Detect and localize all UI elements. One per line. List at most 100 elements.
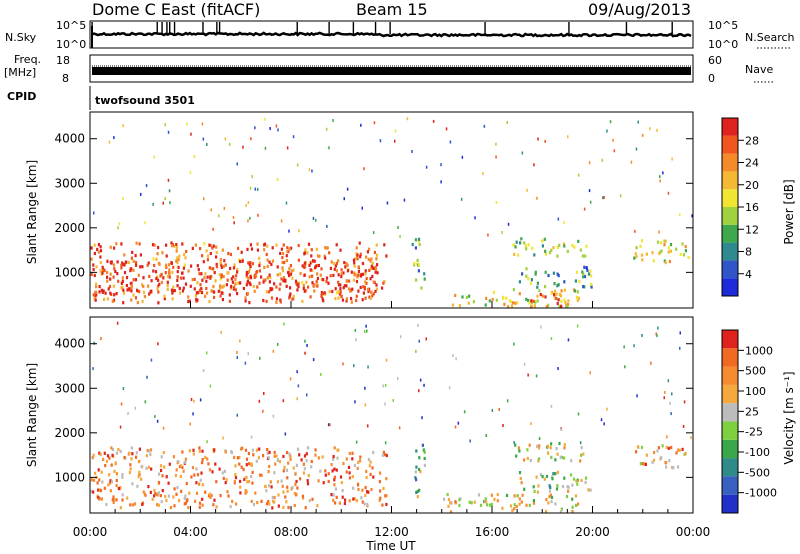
data-cell: [149, 448, 153, 452]
data-cell: [201, 461, 204, 465]
data-cell: [141, 299, 144, 304]
data-cell: [543, 237, 546, 241]
y-tick-label: 2000: [54, 221, 85, 235]
data-cell: [269, 480, 272, 484]
data-cell: [134, 296, 138, 300]
sparse-echo: [190, 398, 193, 401]
data-cell: [556, 301, 559, 306]
data-cell: [467, 301, 470, 305]
data-cell: [567, 299, 570, 303]
data-cell: [312, 259, 315, 263]
data-cell: [663, 243, 666, 247]
sparse-echo: [366, 329, 368, 333]
data-cell: [556, 470, 560, 474]
data-cell: [302, 496, 305, 500]
data-cell: [320, 291, 323, 295]
data-cell: [492, 290, 495, 294]
data-cell: [555, 292, 558, 296]
data-cell: [555, 487, 559, 491]
velocity-panel-frame: [89, 316, 694, 514]
sparse-echo: [364, 330, 366, 334]
data-cell: [536, 281, 539, 285]
data-cell: [255, 274, 258, 278]
data-cell: [109, 277, 112, 281]
colorbar-tick-label: 20: [745, 179, 759, 192]
data-cell: [105, 502, 108, 507]
data-cell: [418, 242, 421, 247]
data-cell: [515, 504, 518, 509]
data-cell: [184, 501, 187, 505]
data-cell: [132, 268, 135, 272]
data-cell: [151, 243, 155, 247]
data-cell: [544, 295, 547, 299]
sparse-echo: [423, 383, 425, 387]
data-cell: [245, 463, 248, 467]
data-cell: [134, 278, 138, 282]
data-cell: [184, 256, 187, 260]
data-cell: [633, 256, 636, 260]
sparse-echo: [425, 165, 428, 169]
data-cell: [169, 506, 173, 510]
data-cell: [372, 280, 375, 284]
sparse-echo: [657, 326, 659, 330]
data-cell: [337, 259, 340, 263]
data-cell: [531, 246, 534, 250]
data-cell: [235, 274, 238, 278]
data-cell: [212, 267, 215, 271]
data-cell: [636, 445, 640, 449]
data-cell: [341, 489, 344, 493]
data-cell: [183, 496, 186, 501]
data-cell: [544, 270, 547, 274]
data-cell: [250, 499, 253, 503]
data-cell: [519, 476, 522, 481]
data-cell: [349, 289, 352, 293]
colorbar-swatch: [722, 171, 738, 190]
data-cell: [417, 269, 420, 273]
data-cell: [236, 281, 239, 285]
data-cell: [208, 468, 211, 472]
sparse-echo: [386, 201, 389, 205]
data-cell: [102, 268, 105, 272]
data-cell: [160, 468, 163, 473]
sparse-echo: [392, 398, 394, 402]
data-cell: [321, 297, 324, 301]
data-cell: [679, 252, 682, 256]
data-cell: [332, 498, 335, 502]
data-cell: [210, 289, 213, 293]
data-cell: [532, 299, 535, 303]
data-cell: [299, 271, 302, 276]
data-cell: [530, 299, 533, 303]
data-cell: [288, 274, 291, 278]
sparse-echo: [146, 375, 148, 379]
data-cell: [184, 460, 187, 464]
data-cell: [423, 277, 426, 281]
data-cell: [510, 304, 514, 308]
data-cell: [209, 251, 212, 256]
sparse-echo: [257, 213, 259, 217]
data-cell: [110, 480, 114, 484]
data-cell: [115, 498, 118, 502]
data-cell: [197, 268, 200, 272]
data-cell: [198, 290, 201, 294]
data-cell: [208, 266, 211, 270]
data-cell: [173, 244, 176, 248]
sparse-echo: [209, 384, 212, 388]
data-cell: [346, 263, 349, 267]
data-cell: [678, 448, 681, 452]
data-cell: [290, 246, 293, 250]
data-cell: [356, 253, 359, 257]
sparse-echo: [272, 349, 275, 353]
data-cell: [99, 255, 102, 259]
data-cell: [667, 250, 670, 254]
sparse-echo: [579, 441, 582, 445]
data-cell: [268, 260, 271, 264]
data-cell: [366, 490, 369, 494]
data-cell: [365, 475, 368, 480]
sparse-echo: [153, 155, 155, 159]
data-cell: [458, 503, 461, 508]
data-cell: [147, 465, 150, 469]
data-cell: [156, 287, 159, 291]
sparse-echo: [262, 409, 264, 413]
data-cell: [323, 291, 326, 295]
data-cell: [258, 447, 261, 451]
